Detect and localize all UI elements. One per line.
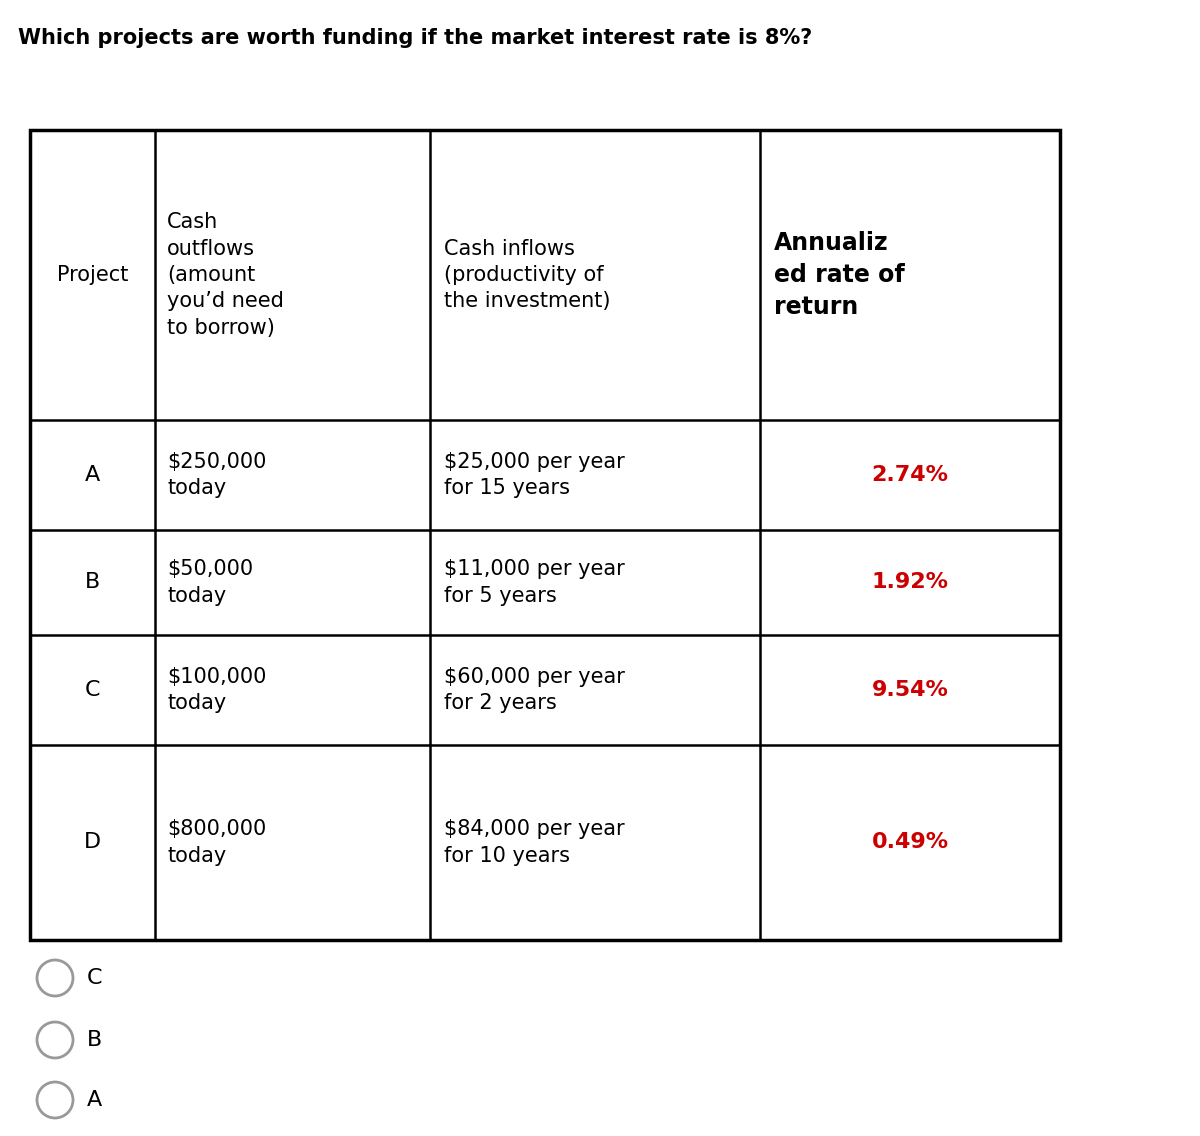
Text: $11,000 per year
for 5 years: $11,000 per year for 5 years (444, 559, 625, 605)
Text: $50,000
today: $50,000 today (167, 559, 253, 605)
Text: $250,000
today: $250,000 today (167, 452, 266, 499)
Bar (30, 130, 1060, 939)
Text: Cash inflows
(productivity of
the investment): Cash inflows (productivity of the invest… (444, 239, 611, 311)
Text: Project: Project (56, 265, 128, 285)
Text: $60,000 per year
for 2 years: $60,000 per year for 2 years (444, 667, 625, 713)
Text: D: D (84, 833, 101, 852)
Text: A: A (88, 1091, 102, 1110)
Text: Cash
outflows
(amount
you’d need
to borrow): Cash outflows (amount you’d need to borr… (167, 212, 284, 337)
Text: $84,000 per year
for 10 years: $84,000 per year for 10 years (444, 819, 625, 866)
Text: 9.54%: 9.54% (871, 680, 948, 700)
Text: $100,000
today: $100,000 today (167, 667, 266, 713)
Text: C: C (85, 680, 101, 700)
Text: Which projects are worth funding if the market interest rate is 8%?: Which projects are worth funding if the … (18, 28, 812, 48)
Text: Annualiz
ed rate of
return: Annualiz ed rate of return (774, 232, 905, 318)
Text: 2.74%: 2.74% (871, 465, 948, 485)
Text: 0.49%: 0.49% (871, 833, 948, 852)
Text: C: C (88, 968, 102, 988)
Text: B: B (85, 573, 100, 593)
Text: 1.92%: 1.92% (871, 573, 948, 593)
Text: A: A (85, 465, 100, 485)
Text: B: B (88, 1030, 102, 1050)
Text: $800,000
today: $800,000 today (167, 819, 266, 866)
Text: $25,000 per year
for 15 years: $25,000 per year for 15 years (444, 452, 625, 499)
